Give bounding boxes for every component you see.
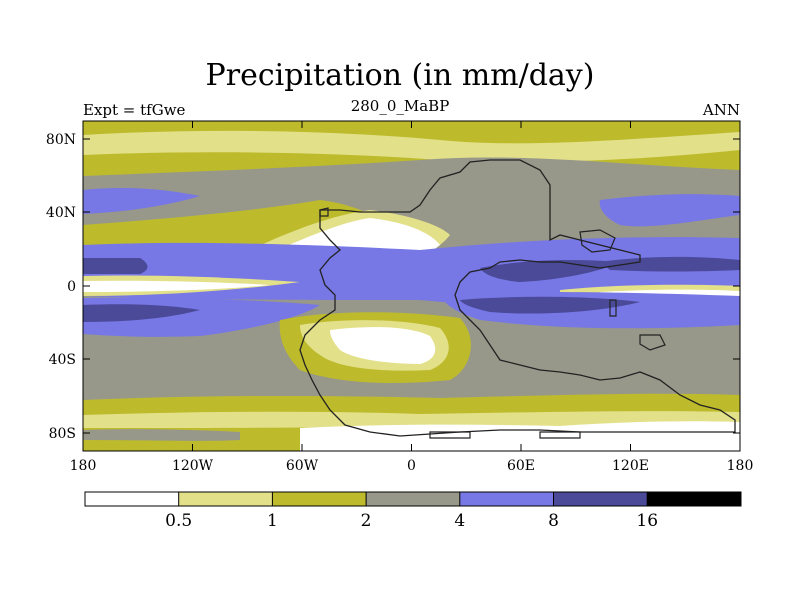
southern-indian-dark bbox=[460, 296, 640, 314]
itcz-dark-west bbox=[83, 258, 148, 274]
antarctic-yellow-band bbox=[83, 411, 740, 428]
lat-label-80n: 80N bbox=[46, 132, 76, 148]
map-field bbox=[83, 121, 740, 451]
lon-label-60w: 60W bbox=[286, 458, 319, 474]
colorbar-swatch bbox=[647, 492, 741, 506]
desert-white-south bbox=[330, 327, 436, 364]
colorbar-swatch bbox=[272, 492, 367, 506]
itcz-dark-east bbox=[600, 256, 740, 272]
period-label: 280_0_MaBP bbox=[350, 97, 450, 115]
colorbar-swatch bbox=[459, 492, 554, 506]
colorbar-swatch bbox=[178, 492, 273, 506]
lon-label-0: 0 bbox=[407, 458, 416, 474]
island-outline-4 bbox=[319, 207, 329, 217]
south-pacific-dark bbox=[83, 304, 200, 322]
equatorial-white-west bbox=[83, 280, 270, 292]
north-pacific-storm-track bbox=[83, 188, 200, 214]
antarctic-coast-segments bbox=[429, 431, 581, 439]
antarctic-white-band bbox=[300, 421, 740, 451]
colorbar-label: 4 bbox=[454, 511, 465, 531]
island-outline-2 bbox=[639, 334, 666, 351]
lon-label-120w: 120W bbox=[172, 458, 214, 474]
colorbar-swatch bbox=[85, 492, 179, 506]
colorbar-label: 1 bbox=[267, 511, 278, 531]
island-outline-1 bbox=[579, 229, 616, 253]
island-outline-3 bbox=[609, 299, 617, 317]
north-east-storm-track bbox=[599, 194, 740, 227]
continent-outline bbox=[299, 159, 736, 437]
northern-gray-band bbox=[83, 157, 740, 190]
colorbar-frame bbox=[84, 491, 742, 507]
colorbar-label: 16 bbox=[636, 511, 658, 531]
colorbar-swatch bbox=[553, 492, 648, 506]
lat-label-0: 0 bbox=[67, 279, 76, 295]
experiment-label: Expt = tfGwe bbox=[83, 101, 186, 119]
lon-label-180-west: 180 bbox=[70, 458, 97, 474]
lon-label-60e: 60E bbox=[507, 458, 535, 474]
arctic-yellow-band bbox=[83, 130, 740, 162]
lat-label-80s: 80S bbox=[49, 426, 76, 442]
map-title: Precipitation (in mm/day) bbox=[205, 58, 595, 93]
lon-label-120e: 120E bbox=[612, 458, 649, 474]
season-label: ANN bbox=[702, 101, 740, 119]
lat-axis: 80N 40N 0 40S 80S bbox=[46, 132, 740, 442]
colorbar: 0.5 1 2 4 8 16 bbox=[84, 491, 742, 531]
lat-label-40n: 40N bbox=[46, 205, 76, 221]
lon-label-180-east: 180 bbox=[727, 458, 754, 474]
colorbar-swatch bbox=[366, 492, 460, 506]
antarctic-gray-west bbox=[83, 429, 240, 441]
lon-axis: 180 120W 60W 0 60E 120E 180 bbox=[70, 121, 754, 474]
colorbar-label: 2 bbox=[361, 511, 372, 531]
colorbar-label: 8 bbox=[548, 511, 559, 531]
colorbar-label: 0.5 bbox=[165, 511, 192, 531]
lat-label-40s: 40S bbox=[49, 352, 76, 368]
